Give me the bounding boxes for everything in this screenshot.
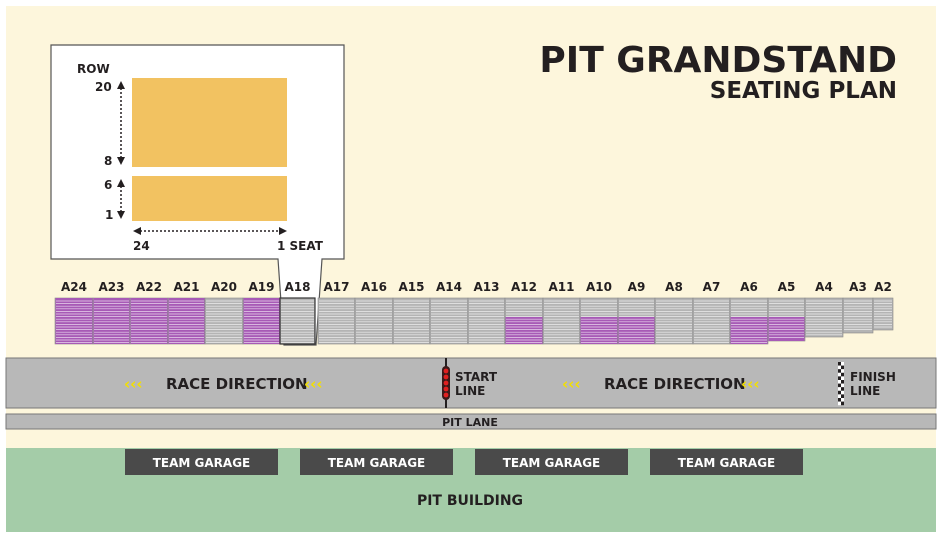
finish-line-icon: [838, 362, 844, 406]
section-a2[interactable]: [872, 297, 894, 331]
section-label-a24: A24: [61, 280, 87, 294]
section-a5[interactable]: [767, 297, 806, 342]
pit-lane-label: PIT LANE: [442, 416, 498, 429]
section-a11[interactable]: [542, 297, 581, 345]
section-a10[interactable]: [579, 297, 619, 345]
one-seat-label: 1 SEAT: [277, 239, 324, 253]
section-a6[interactable]: [729, 297, 769, 345]
team-garage-4: TEAM GARAGE: [650, 449, 803, 475]
section-a3[interactable]: [842, 297, 874, 334]
section-label-a2: A2: [874, 280, 892, 294]
section-label-a14: A14: [436, 280, 462, 294]
start-line-label-2: LINE: [455, 384, 485, 398]
start-line-label-1: START: [455, 370, 498, 384]
section-a24[interactable]: [54, 297, 94, 345]
section-label-a16: A16: [361, 280, 387, 294]
upper-seat-block: [132, 78, 287, 167]
team-garage-label: TEAM GARAGE: [153, 456, 251, 470]
seat-width-label: 24: [133, 239, 150, 253]
section-label-a23: A23: [99, 280, 125, 294]
section-a21[interactable]: [167, 297, 206, 345]
section-label-a8: A8: [665, 280, 683, 294]
section-label-a7: A7: [703, 280, 721, 294]
section-label-a20: A20: [211, 280, 237, 294]
section-a4[interactable]: [804, 297, 844, 338]
finish-line-label-2: LINE: [850, 384, 880, 398]
section-a8[interactable]: [654, 297, 694, 345]
start-line-icon: [442, 358, 450, 408]
section-label-a5: A5: [778, 280, 796, 294]
arrow-chevron-icon: ‹‹‹: [562, 375, 581, 393]
lower-seat-block: [132, 176, 287, 221]
section-a19[interactable]: [242, 297, 281, 345]
team-garage-2: TEAM GARAGE: [300, 449, 453, 475]
team-garage-label: TEAM GARAGE: [678, 456, 776, 470]
section-a18[interactable]: [279, 297, 316, 345]
section-label-a15: A15: [399, 280, 425, 294]
finish-line-label-1: FINISH: [850, 370, 896, 384]
row-8-label: 8: [104, 154, 112, 168]
row-upper-arrow: [117, 81, 125, 165]
team-garage-3: TEAM GARAGE: [475, 449, 628, 475]
section-label-a10: A10: [586, 280, 612, 294]
section-label-a18: A18: [285, 280, 311, 294]
section-label-a9: A9: [628, 280, 646, 294]
row-label: ROW: [77, 62, 110, 76]
section-label-a4: A4: [815, 280, 833, 294]
section-label-a6: A6: [740, 280, 758, 294]
pit-lane: [5, 413, 937, 430]
section-label-a17: A17: [324, 280, 350, 294]
section-a22[interactable]: [129, 297, 169, 345]
team-garage-label: TEAM GARAGE: [328, 456, 426, 470]
section-a7[interactable]: [692, 297, 731, 345]
section-label-a13: A13: [474, 280, 500, 294]
section-label-a19: A19: [249, 280, 275, 294]
row-1-label: 1: [105, 208, 113, 222]
arrow-chevron-icon: ‹‹‹: [741, 375, 760, 393]
section-label-a3: A3: [849, 280, 867, 294]
section-a13[interactable]: [467, 297, 506, 345]
section-label-a12: A12: [511, 280, 537, 294]
race-track: [5, 357, 937, 409]
row-lower-arrow: [117, 179, 125, 219]
row-20-label: 20: [95, 80, 112, 94]
section-a14[interactable]: [429, 297, 469, 345]
pit-building-label: PIT BUILDING: [417, 493, 523, 509]
title-line-1: PIT GRANDSTAND: [539, 40, 897, 81]
team-garages: TEAM GARAGE TEAM GARAGE TEAM GARAGE TEAM GA…: [125, 449, 803, 475]
section-a20[interactable]: [204, 297, 244, 345]
row-6-label: 6: [104, 178, 112, 192]
team-garage-1: TEAM GARAGE: [125, 449, 278, 475]
title-line-2: SEATING PLAN: [710, 78, 897, 104]
section-label-a21: A21: [174, 280, 200, 294]
arrow-chevron-icon: ‹‹‹: [304, 375, 323, 393]
section-a15[interactable]: [392, 297, 431, 345]
race-direction-label-right: RACE DIRECTION: [604, 375, 746, 393]
grandstand-sections: [54, 297, 894, 345]
section-a16[interactable]: [354, 297, 394, 345]
team-garage-label: TEAM GARAGE: [503, 456, 601, 470]
section-a17[interactable]: [317, 297, 356, 345]
section-a12[interactable]: [504, 297, 544, 345]
seat-width-arrow: [133, 227, 287, 235]
section-labels: A24 A23 A22 A21 A20 A19 A18 A17 A16 A15 A14 A13 A12 A…: [61, 280, 892, 294]
section-a9[interactable]: [617, 297, 656, 345]
race-direction-label-left: RACE DIRECTION: [166, 375, 308, 393]
section-label-a22: A22: [136, 280, 162, 294]
section-a23[interactable]: [92, 297, 131, 345]
section-label-a11: A11: [549, 280, 575, 294]
arrow-chevron-icon: ‹‹‹: [124, 375, 143, 393]
